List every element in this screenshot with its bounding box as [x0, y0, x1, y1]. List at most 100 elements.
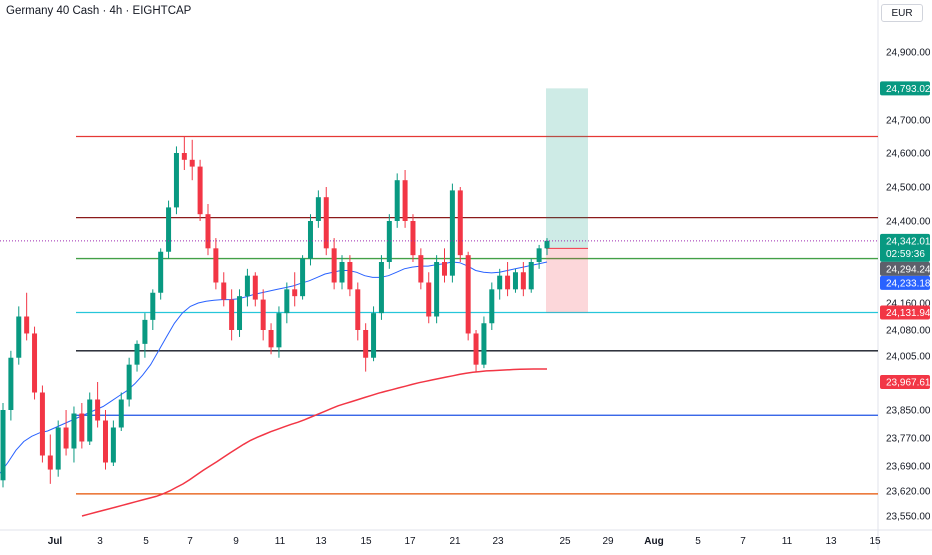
candle-body [497, 275, 503, 290]
target-price-tag-text: 24,793.02 [886, 84, 931, 95]
stop-price-tag-text: 24,131.94 [886, 308, 931, 319]
candle-body [378, 262, 384, 314]
candle-body [229, 299, 235, 330]
price-tick-label: 23,620.00 [886, 487, 931, 498]
candle-body [237, 296, 243, 330]
ma-mid-price-tag-bg [880, 275, 930, 290]
candle-body [481, 323, 487, 365]
candle-body [87, 399, 93, 442]
countdown-tag-text: 02:59:36 [886, 249, 925, 260]
price-tick-label: 24,700.00 [886, 116, 931, 127]
candle-body [197, 166, 203, 215]
candle-body [8, 357, 14, 410]
price-tick-label: 24,500.00 [886, 183, 931, 194]
time-tick-label: Aug [644, 536, 663, 547]
price-axis[interactable]: 24,900.00 24,700.00 24,600.00 24,500.00 24,4… [886, 48, 931, 523]
time-tick-label: Jul [48, 536, 63, 547]
candle-body [268, 330, 274, 348]
candle-body [142, 319, 148, 344]
candle-body [260, 299, 266, 330]
candle-body [205, 214, 211, 249]
candle-body [284, 289, 290, 314]
time-tick-label: 5 [695, 536, 701, 547]
candle-body [315, 197, 321, 221]
time-tick-label: 5 [143, 536, 149, 547]
candle-body [371, 313, 377, 358]
candle-body [512, 272, 518, 290]
time-tick-label: 3 [97, 536, 103, 547]
time-tick-label: 15 [360, 536, 372, 547]
time-tick-label: 11 [275, 536, 286, 547]
candle-body [536, 248, 542, 262]
candle-body [331, 248, 337, 283]
last-price-tag-bg [880, 233, 930, 262]
time-tick-label: 11 [782, 536, 793, 547]
chart-title: Germany 40 Cash · 4h · EIGHTCAP [6, 5, 192, 17]
price-tick-label: 24,160.00 [886, 299, 931, 310]
price-tick-label: 24,600.00 [886, 149, 931, 160]
candle-body [39, 392, 45, 456]
price-tick-label: 23,770.00 [886, 434, 931, 445]
target-price-tag-bg [880, 81, 930, 96]
position-loss-zone [546, 248, 588, 313]
price-tick-label: 24,005.00 [886, 352, 931, 363]
candle-body [339, 262, 345, 283]
ma-fast-price-tag-text: 24,294.24 [886, 264, 931, 275]
candle-body [47, 455, 53, 470]
time-axis[interactable]: Jul 3 5 7 9 11 13 15 17 21 23 25 29 Aug 5 7 11 13 15 [48, 536, 881, 547]
candle-body [355, 289, 361, 330]
candle-body [221, 282, 227, 300]
candle-body [173, 153, 179, 208]
currency-label: EUR [891, 7, 913, 19]
candle-body [134, 343, 140, 365]
candle-body [276, 313, 282, 348]
time-tick-label: 25 [559, 536, 571, 547]
candle-body [434, 262, 440, 317]
price-tick-label: 24,900.00 [886, 48, 931, 59]
candle-body [418, 255, 424, 283]
candle-body [166, 207, 172, 252]
candle-body [55, 427, 61, 470]
time-tick-label: 7 [187, 536, 193, 547]
ma-slow-price-tag-text: 23,967.61 [886, 377, 931, 388]
candle-body [150, 292, 156, 320]
candle-body [449, 190, 455, 276]
price-tick-label: 24,080.00 [886, 326, 931, 337]
candle-body [386, 221, 392, 262]
candle-body [0, 410, 6, 481]
time-tick-label: 7 [740, 536, 746, 547]
candle-body [244, 275, 250, 297]
candle-body [300, 258, 306, 297]
ma-mid-price-tag-text: 24,233.18 [886, 278, 931, 289]
candle-body [110, 427, 116, 463]
position-profit-zone [546, 88, 588, 249]
currency-selector[interactable]: EUR [881, 4, 923, 22]
time-tick-label: 21 [449, 536, 461, 547]
candle-body [442, 262, 448, 276]
candle-body [126, 364, 132, 400]
candle-body [410, 221, 416, 256]
candle-body [457, 190, 463, 256]
candle-body [118, 399, 124, 428]
candle-body [213, 248, 219, 283]
last-price-tag-text: 24,342.01 [886, 236, 931, 247]
candle-body [181, 153, 187, 160]
candle-body [528, 262, 534, 290]
candle-body [79, 413, 85, 442]
candle-body [307, 221, 313, 259]
candle-body [426, 282, 432, 317]
price-tick-label: 23,690.00 [886, 462, 931, 473]
candle-body [489, 289, 495, 324]
price-tick-label: 24,400.00 [886, 217, 931, 228]
candle-body [189, 159, 195, 167]
candle-body [394, 180, 400, 221]
candle-body [292, 289, 298, 297]
time-tick-label: 15 [869, 536, 881, 547]
candle-body [95, 399, 101, 421]
price-tick-label: 23,550.00 [886, 512, 931, 523]
price-tick-label: 23,850.00 [886, 406, 931, 417]
position-tool[interactable] [546, 88, 588, 313]
candles-layer [0, 136, 550, 488]
